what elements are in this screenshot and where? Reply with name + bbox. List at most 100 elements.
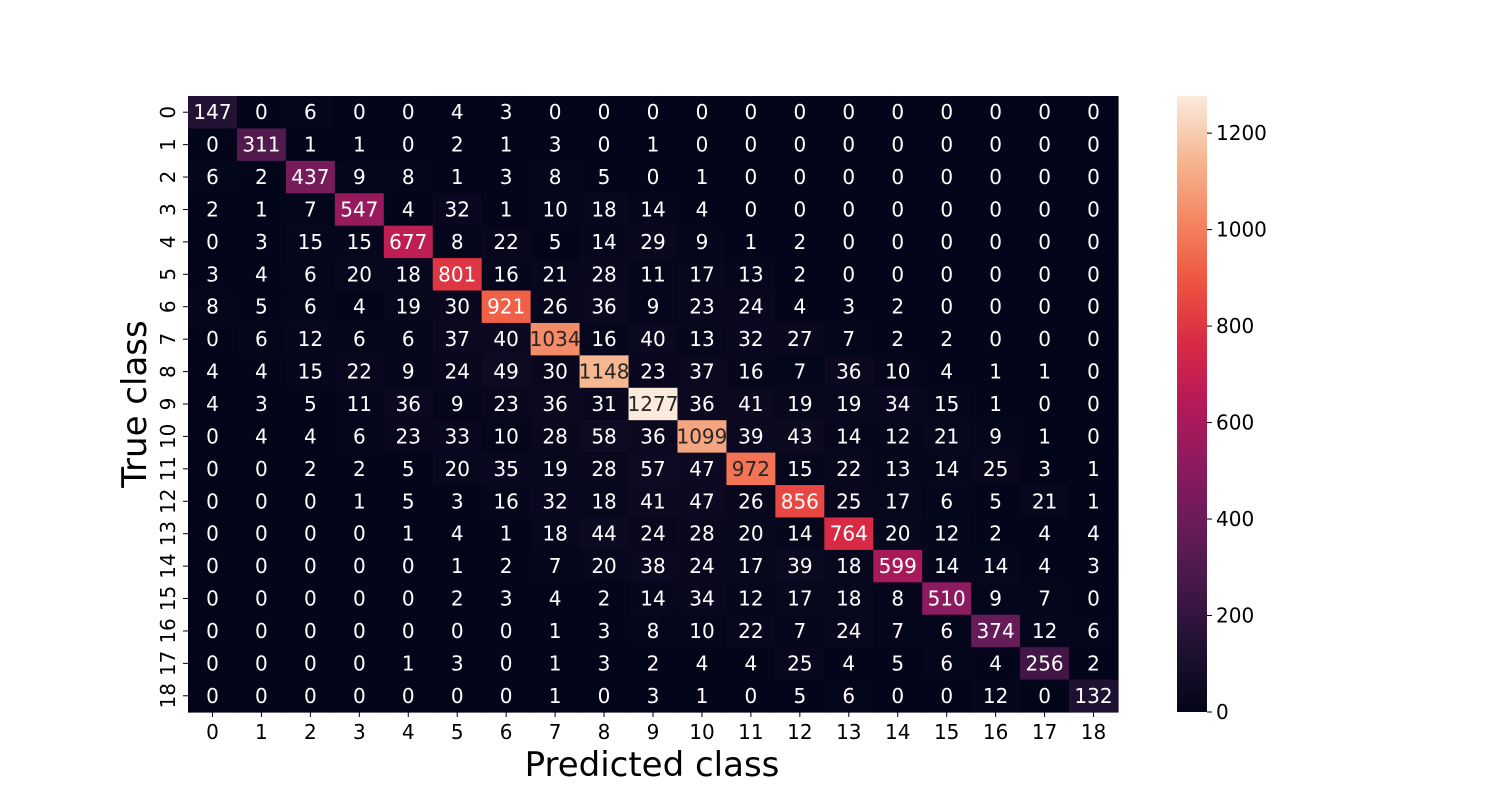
heatmap-cell bbox=[530, 647, 581, 681]
cell-value-label: 0 bbox=[989, 230, 1002, 254]
cell-value-label: 23 bbox=[640, 360, 665, 384]
heatmap-cell bbox=[628, 387, 679, 421]
cell-value-label: 4 bbox=[206, 360, 219, 384]
cell-value-label: 0 bbox=[1038, 100, 1051, 124]
heatmap-cell bbox=[726, 517, 776, 551]
x-tick-label: 4 bbox=[402, 720, 415, 744]
heatmap-cell bbox=[334, 290, 385, 324]
heatmap-cell bbox=[285, 322, 336, 356]
heatmap-cell bbox=[285, 258, 336, 292]
heatmap-cell bbox=[1020, 290, 1070, 324]
heatmap-cell bbox=[334, 225, 385, 259]
cell-value-label: 0 bbox=[206, 619, 219, 643]
x-tick-label: 10 bbox=[689, 720, 714, 744]
heatmap-cell bbox=[922, 485, 972, 519]
cell-value-label: 24 bbox=[689, 554, 714, 578]
heatmap-cell bbox=[188, 96, 238, 130]
cell-value-label: 23 bbox=[493, 392, 518, 416]
x-tick-label: 5 bbox=[451, 720, 464, 744]
heatmap-cell bbox=[188, 647, 238, 681]
heatmap-cell bbox=[188, 517, 238, 551]
cell-value-label: 9 bbox=[353, 165, 366, 189]
x-tick-label: 16 bbox=[983, 720, 1008, 744]
heatmap-cell bbox=[824, 290, 874, 324]
cell-value-label: 32 bbox=[444, 197, 469, 221]
heatmap-cell bbox=[285, 549, 336, 583]
heatmap-cell bbox=[432, 225, 483, 259]
heatmap-cell bbox=[726, 582, 776, 616]
heatmap-cell bbox=[188, 160, 238, 194]
heatmap-cell bbox=[579, 614, 630, 648]
heatmap-cell bbox=[188, 452, 238, 486]
heatmap-cell bbox=[873, 582, 923, 616]
heatmap-cell bbox=[530, 355, 581, 389]
heatmap-cell bbox=[677, 96, 728, 130]
cell-value-label: 36 bbox=[591, 295, 616, 319]
cell-value-label: 0 bbox=[891, 684, 904, 708]
heatmap-cell bbox=[1020, 387, 1070, 421]
cell-value-label: 6 bbox=[304, 295, 317, 319]
cell-value-label: 1 bbox=[989, 392, 1002, 416]
cell-value-label: 0 bbox=[206, 133, 219, 157]
heatmap-cell bbox=[726, 258, 776, 292]
x-tick-label: 6 bbox=[500, 720, 513, 744]
cell-value-label: 41 bbox=[640, 489, 665, 513]
heatmap-cell bbox=[481, 647, 532, 681]
cell-value-label: 0 bbox=[1038, 165, 1051, 189]
x-tick-label: 8 bbox=[598, 720, 611, 744]
cell-value-label: 10 bbox=[689, 619, 714, 643]
heatmap-cell bbox=[677, 452, 728, 486]
cell-value-label: 0 bbox=[255, 684, 268, 708]
heatmap-cell bbox=[726, 193, 776, 227]
heatmap-cell bbox=[530, 485, 581, 519]
heatmap-cell bbox=[334, 420, 385, 454]
heatmap-cell bbox=[432, 128, 483, 162]
heatmap-cell bbox=[677, 420, 728, 454]
heatmap-cell bbox=[726, 387, 776, 421]
cell-value-label: 24 bbox=[836, 619, 861, 643]
heatmap-cell bbox=[188, 614, 238, 648]
y-tick-label: 14 bbox=[156, 553, 180, 578]
cell-value-label: 0 bbox=[255, 554, 268, 578]
cell-value-label: 0 bbox=[206, 424, 219, 448]
heatmap-cell bbox=[922, 582, 972, 616]
heatmap-cell bbox=[775, 193, 825, 227]
heatmap-cell bbox=[285, 452, 336, 486]
cell-value-label: 1 bbox=[1087, 489, 1100, 513]
cell-value-label: 0 bbox=[745, 100, 758, 124]
heatmap-cell bbox=[383, 355, 434, 389]
colorbar-tick-label: 0 bbox=[1216, 700, 1229, 724]
heatmap-cell bbox=[236, 549, 287, 583]
heatmap-cell bbox=[971, 96, 1021, 130]
heatmap-cell bbox=[432, 290, 483, 324]
heatmap-cell bbox=[530, 193, 581, 227]
heatmap-cell bbox=[775, 647, 825, 681]
y-tick-label: 2 bbox=[156, 171, 180, 184]
cell-value-label: 0 bbox=[842, 100, 855, 124]
cell-value-label: 14 bbox=[787, 522, 812, 546]
heatmap-cell bbox=[579, 647, 630, 681]
x-tick-label: 7 bbox=[549, 720, 562, 744]
cell-value-label: 6 bbox=[255, 327, 268, 351]
cell-value-label: 0 bbox=[989, 295, 1002, 319]
heatmap-cell bbox=[383, 517, 434, 551]
heatmap-cell bbox=[677, 647, 728, 681]
heatmap-cell bbox=[824, 517, 874, 551]
heatmap-cell bbox=[432, 452, 483, 486]
heatmap-cell bbox=[1020, 420, 1070, 454]
heatmap-cell bbox=[481, 582, 532, 616]
cell-value-label: 1 bbox=[304, 133, 317, 157]
cell-value-label: 32 bbox=[738, 327, 763, 351]
heatmap-cell bbox=[677, 582, 728, 616]
heatmap-cell bbox=[481, 128, 532, 162]
heatmap-cell bbox=[677, 160, 728, 194]
cell-value-label: 0 bbox=[891, 230, 904, 254]
heatmap-cell bbox=[530, 258, 581, 292]
cell-value-label: 8 bbox=[891, 587, 904, 611]
heatmap-cell bbox=[775, 549, 825, 583]
cell-value-label: 0 bbox=[304, 684, 317, 708]
cell-value-label: 5 bbox=[402, 489, 415, 513]
heatmap-cell bbox=[383, 160, 434, 194]
cell-value-label: 3 bbox=[206, 262, 219, 286]
cell-value-label: 4 bbox=[1087, 522, 1100, 546]
